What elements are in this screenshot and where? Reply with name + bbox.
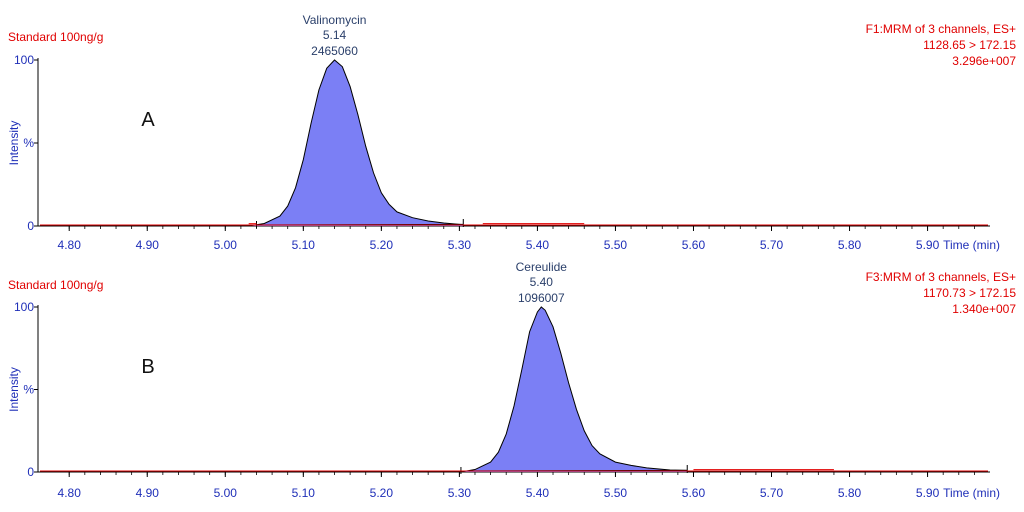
x-tick-label: 5.70 [760,238,784,252]
peak-area [460,307,688,472]
x-tick-label: 5.00 [214,238,238,252]
channel-info-line1: F1:MRM of 3 channels, ES+ [866,22,1016,36]
x-tick-label: 5.10 [292,486,316,500]
x-tick-label: 4.90 [136,486,160,500]
x-tick-label: 5.80 [838,238,862,252]
x-tick-label: 5.30 [448,238,472,252]
x-tick-label: 5.50 [604,486,628,500]
peak-rt-label: 5.40 [530,275,554,289]
x-tick-label: 5.40 [526,486,550,500]
x-tick-label: 5.20 [370,486,394,500]
y-axis-title: Intensity [7,367,21,412]
peak-name-label: Cereulide [516,260,568,274]
x-axis-title: Time (min) [943,238,1000,252]
panel-letter: A [141,109,155,131]
x-axis-title: Time (min) [943,486,1000,500]
x-tick-label: 5.50 [604,238,628,252]
x-tick-label: 5.90 [916,238,940,252]
channel-info-line1: F3:MRM of 3 channels, ES+ [866,270,1016,284]
panel-a: 0% 100 Intensity 4.80 4.90 5.00 5.10 5.20 5.30 5.… [7,13,1016,252]
y-axis-title: Intensity [7,121,21,166]
panel-letter: B [141,356,154,378]
peak-area-label: 1096007 [518,291,565,305]
peak-rt-label: 5.14 [323,28,347,42]
x-tick-label: 5.60 [682,238,706,252]
x-tick-label: 4.80 [58,486,82,500]
panel-b: 0% 100 Intensity 4.80 4.90 5.00 5.10 5.20 5.30 5.… [7,260,1016,500]
x-tick-label: 5.60 [682,486,706,500]
peak-area [248,60,464,226]
y-tick-label: 100 [14,300,34,314]
x-tick-label: 5.80 [838,486,862,500]
channel-info-line2: 1170.73 > 172.15 [923,286,1016,300]
channel-info-line3: 3.296e+007 [952,54,1016,68]
x-tick-label: 5.70 [760,486,784,500]
peak-line [460,306,688,473]
x-tick-label: 5.20 [370,238,394,252]
x-tick-label: 5.10 [292,238,316,252]
x-tick-label: 5.00 [214,486,238,500]
x-tick-label: 5.40 [526,238,550,252]
y-tick-label: 0 [27,465,34,479]
y-tick-label: % [23,136,34,150]
peak-area-label: 2465060 [311,44,358,58]
y-tick-label: 0 [27,219,34,233]
sample-label: Standard 100ng/g [8,30,103,44]
peak-name-label: Valinomycin [303,13,367,27]
x-tick-label: 5.90 [916,486,940,500]
channel-info-line3: 1.340e+007 [952,302,1016,316]
channel-info-line2: 1128.65 > 172.15 [923,38,1016,52]
x-tick-label: 4.80 [58,238,82,252]
peak-line [248,59,464,227]
x-tick-label: 4.90 [136,238,160,252]
x-tick-label: 5.30 [448,486,472,500]
y-tick-label: 100 [14,53,34,67]
y-tick-label: % [23,383,34,397]
sample-label: Standard 100ng/g [8,278,103,292]
